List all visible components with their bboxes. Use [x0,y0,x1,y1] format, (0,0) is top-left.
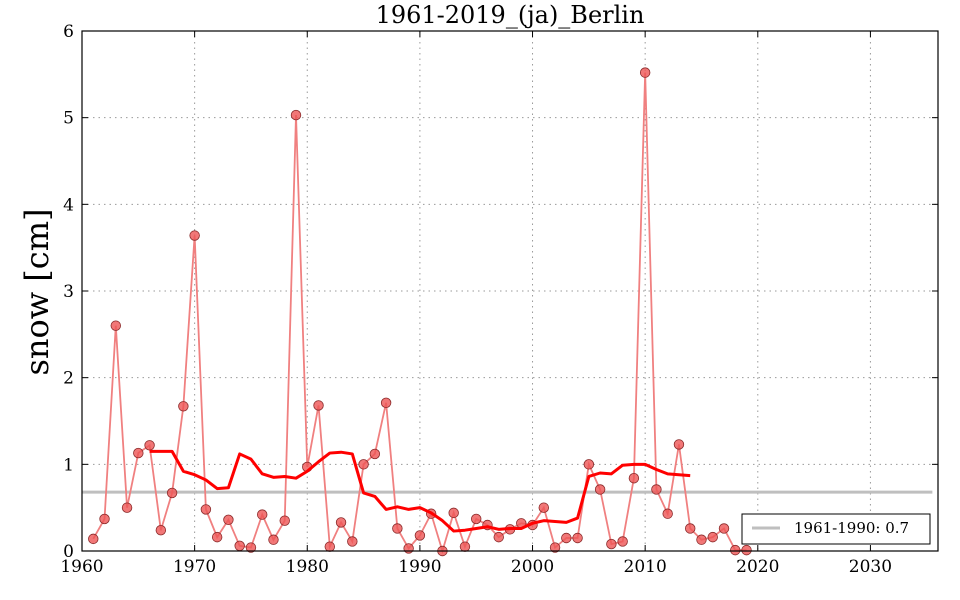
running-mean-series [149,449,691,533]
data-point [639,67,651,78]
data-point [234,540,245,552]
data-point [144,440,155,451]
data-point [155,525,167,536]
data-point [121,502,133,513]
data-point [110,320,121,331]
data-point [313,400,324,411]
x-tick-label: 2010 [624,557,667,577]
data-point [471,513,482,525]
x-tick-label: 1960 [60,557,103,577]
data-point [380,397,392,409]
plot-frame [81,30,939,552]
data-point [741,544,752,556]
data-point [538,502,549,513]
data-point [290,109,302,121]
data-point [347,536,358,547]
data-point [279,515,290,526]
x-tick-label: 2030 [849,557,892,577]
y-tick-label: 0 [63,542,74,562]
data-point [617,536,628,547]
data-point [561,532,572,544]
data-point [583,459,595,470]
data-point [651,484,662,495]
y-tick-label: 5 [63,109,74,129]
y-tick-label: 1 [63,455,74,475]
running-mean-line [149,449,691,533]
legend-reference-label: 1961-1990: 0.7 [794,519,909,537]
data-point [606,538,617,550]
axis-ticks: 1960 1970 1980 1990 2000 2010 2020 2030 0 1 2 3 4 5 6 [60,22,938,577]
y-tick-label: 3 [63,282,74,302]
data-point [245,542,257,553]
chart-title: 1961-2019_(ja)_Berlin [376,1,645,29]
data-point [392,523,403,534]
data-point [685,523,696,534]
grid [82,31,938,551]
data-point [414,530,426,541]
data-point [88,533,99,545]
x-tick-label: 1980 [286,557,329,577]
x-tick-label: 2000 [511,557,554,577]
x-tick-label: 1990 [398,557,441,577]
data-point [493,531,504,543]
data-point [200,504,212,515]
data-point [448,507,459,519]
data-point [707,531,718,543]
data-point [257,509,268,520]
data-point [572,532,583,544]
data-point [696,534,707,545]
data-point [268,534,279,545]
legend: 1961-1990: 0.7 [741,513,931,545]
data-point [718,523,730,534]
data-point [335,517,347,528]
data-point [178,401,189,412]
y-axis-label: snow [cm] [18,208,56,375]
data-point [628,473,640,484]
x-tick-label: 2020 [736,557,779,577]
data-point [730,544,741,556]
y-tick-label: 6 [63,22,74,42]
data-point [99,513,110,525]
data-point [369,448,381,460]
data-point [403,543,414,554]
data-point [223,514,234,526]
y-tick-label: 2 [63,369,74,389]
data-point [594,484,606,495]
x-tick-label: 1970 [173,557,216,577]
data-point [211,531,223,543]
data-point [166,487,178,499]
annual-series [88,67,752,557]
data-point [189,230,200,241]
data-point [673,439,685,450]
y-tick-label: 4 [63,195,74,215]
data-point [662,508,673,519]
data-point [133,447,144,459]
data-point [324,541,335,552]
data-point [549,542,561,553]
data-point [358,459,369,470]
data-point [459,541,471,552]
